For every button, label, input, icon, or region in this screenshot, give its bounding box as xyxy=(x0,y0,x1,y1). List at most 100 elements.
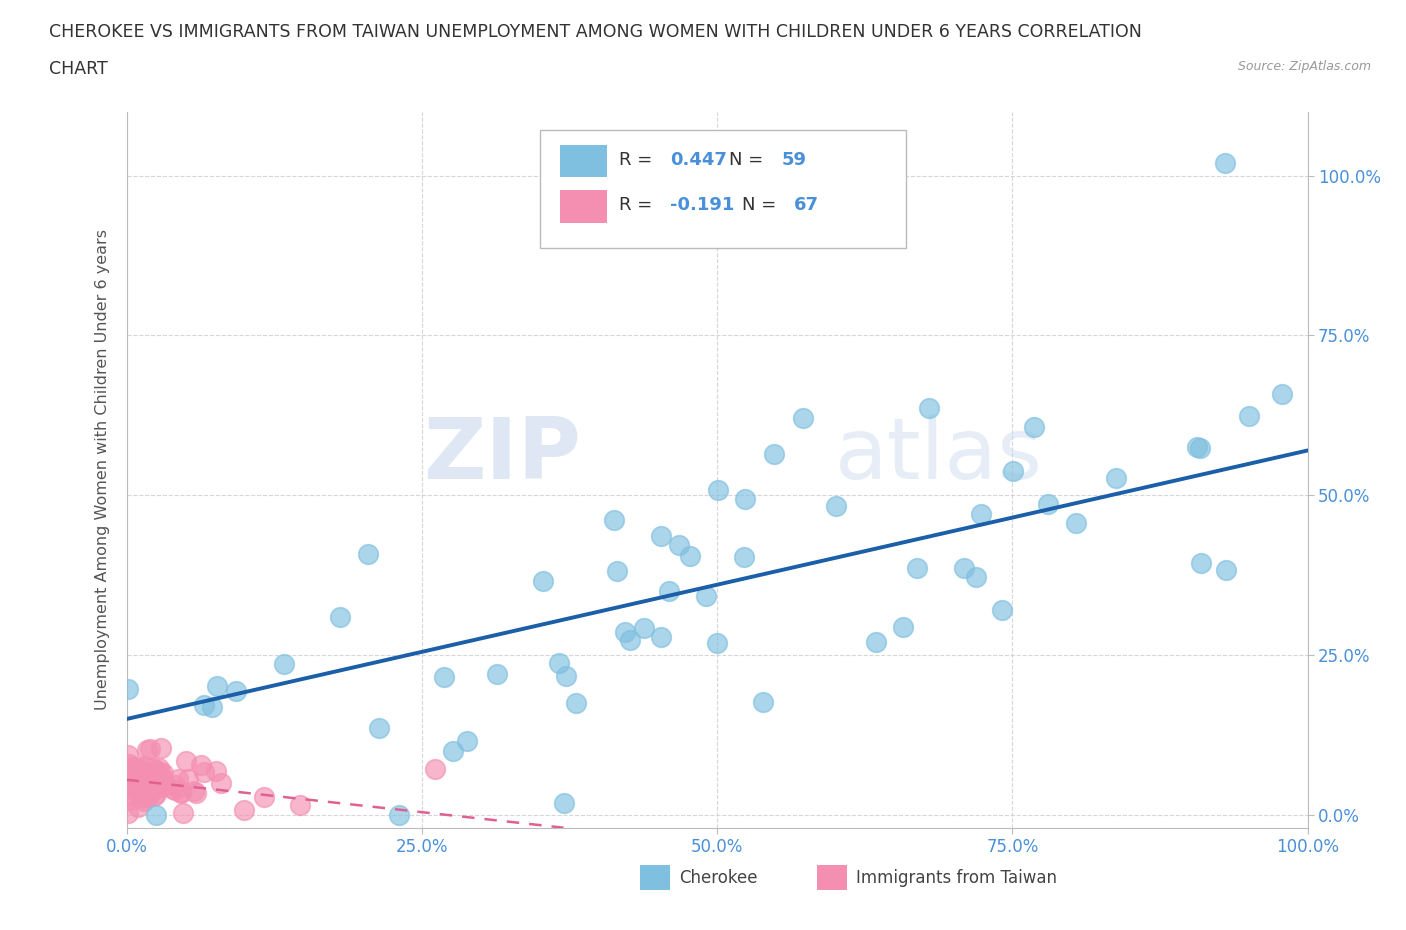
Point xyxy=(288,797,311,812)
Point xyxy=(953,561,976,576)
Point xyxy=(120,777,142,792)
Point xyxy=(865,634,887,649)
Point xyxy=(125,767,148,782)
Point xyxy=(204,764,226,778)
Point xyxy=(122,776,145,790)
Point xyxy=(329,610,352,625)
Point xyxy=(131,762,153,777)
Point xyxy=(167,771,190,786)
Point xyxy=(751,695,773,710)
Point xyxy=(127,799,149,814)
Point xyxy=(183,783,205,798)
Point xyxy=(606,564,628,578)
Point xyxy=(145,807,167,822)
Point xyxy=(555,668,578,683)
Point xyxy=(367,720,389,735)
Text: Immigrants from Taiwan: Immigrants from Taiwan xyxy=(856,869,1057,887)
Point xyxy=(134,758,156,773)
Text: ZIP: ZIP xyxy=(423,414,581,497)
Point xyxy=(145,787,167,802)
Point xyxy=(152,771,174,786)
Point xyxy=(162,781,184,796)
Point xyxy=(146,771,169,786)
Point xyxy=(905,561,928,576)
Point xyxy=(1189,440,1212,455)
Point xyxy=(149,764,172,779)
Point xyxy=(121,769,143,784)
Point xyxy=(792,411,814,426)
Point xyxy=(143,782,166,797)
Point xyxy=(668,538,690,552)
Point xyxy=(533,574,555,589)
Point xyxy=(734,491,756,506)
Point xyxy=(970,507,993,522)
Point xyxy=(614,625,637,640)
Point xyxy=(1215,563,1237,578)
Point xyxy=(136,743,159,758)
Point xyxy=(1105,472,1128,486)
Point xyxy=(565,696,588,711)
Point xyxy=(127,785,149,800)
Point xyxy=(252,790,274,804)
Point xyxy=(120,769,142,784)
Point xyxy=(1024,419,1046,434)
Point xyxy=(117,682,139,697)
Point xyxy=(619,632,641,647)
Point xyxy=(129,790,152,805)
Point xyxy=(965,570,987,585)
Point xyxy=(603,512,626,527)
Point xyxy=(143,789,166,804)
Point xyxy=(129,772,152,787)
Point xyxy=(150,740,173,755)
Point xyxy=(176,753,198,768)
Text: R =: R = xyxy=(619,152,658,169)
Point xyxy=(707,483,730,498)
Text: 0.447: 0.447 xyxy=(669,152,727,169)
Point xyxy=(441,744,464,759)
Text: CHEROKEE VS IMMIGRANTS FROM TAIWAN UNEMPLOYMENT AMONG WOMEN WITH CHILDREN UNDER : CHEROKEE VS IMMIGRANTS FROM TAIWAN UNEMP… xyxy=(49,23,1142,41)
Point xyxy=(553,796,575,811)
Point xyxy=(233,803,256,817)
Point xyxy=(131,779,153,794)
Point xyxy=(120,792,142,807)
Point xyxy=(423,762,446,777)
Point xyxy=(763,446,786,461)
Point xyxy=(1036,497,1059,512)
Point xyxy=(1185,439,1208,454)
Text: atlas: atlas xyxy=(835,414,1043,497)
Text: -0.191: -0.191 xyxy=(669,195,734,214)
Point xyxy=(633,620,655,635)
Point xyxy=(201,700,224,715)
Y-axis label: Unemployment Among Women with Children Under 6 years: Unemployment Among Women with Children U… xyxy=(94,229,110,711)
Text: 67: 67 xyxy=(794,195,818,214)
Point xyxy=(225,684,247,698)
Point xyxy=(165,777,187,792)
Point xyxy=(117,775,139,790)
Point xyxy=(142,761,165,776)
Point xyxy=(117,805,139,820)
Point xyxy=(991,603,1014,618)
Point xyxy=(132,794,155,809)
Point xyxy=(1237,408,1260,423)
Point xyxy=(193,698,215,712)
Point xyxy=(141,782,163,797)
Point xyxy=(152,766,174,781)
Point xyxy=(170,785,193,800)
Point xyxy=(1189,556,1212,571)
Point xyxy=(136,788,159,803)
Point xyxy=(650,630,672,644)
Point xyxy=(695,589,717,604)
Point xyxy=(273,657,295,671)
Point xyxy=(357,547,380,562)
Point xyxy=(486,666,509,681)
Point xyxy=(432,670,454,684)
Point xyxy=(138,776,160,790)
Text: Source: ZipAtlas.com: Source: ZipAtlas.com xyxy=(1237,60,1371,73)
Point xyxy=(177,771,200,786)
Point xyxy=(121,760,143,775)
Point xyxy=(132,772,155,787)
Text: N =: N = xyxy=(742,195,782,214)
Point xyxy=(891,620,914,635)
Point xyxy=(193,764,215,779)
Point xyxy=(118,772,141,787)
